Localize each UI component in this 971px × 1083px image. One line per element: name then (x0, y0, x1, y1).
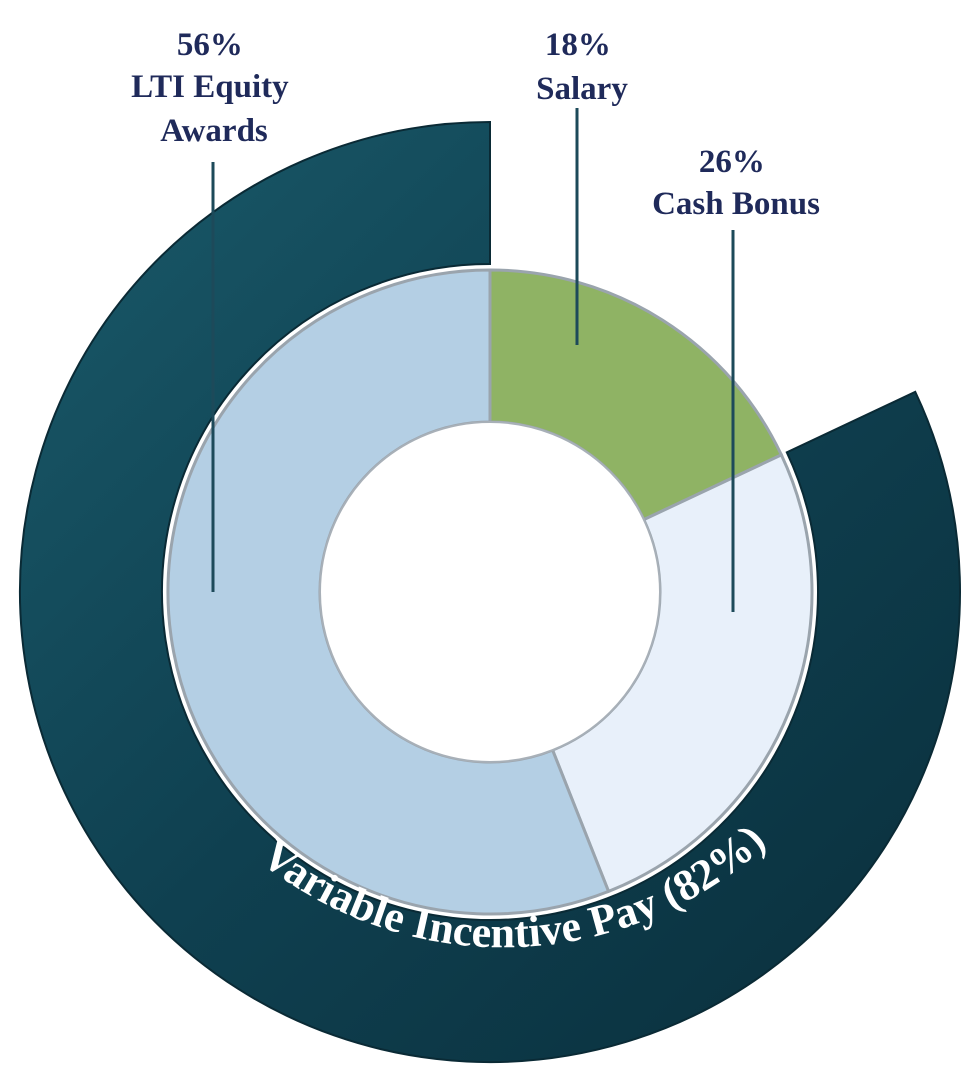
salary-name-label: Salary (536, 71, 628, 107)
cash-bonus-name-label: Cash Bonus (652, 186, 820, 222)
salary-label: 18% Salary (536, 27, 628, 107)
salary-value-label: 18% (545, 27, 611, 63)
lti-equity-name-line1: LTI Equity (131, 69, 289, 105)
variable-incentive-pay-ring (19, 120, 961, 1063)
cash-bonus-label: 26% Cash Bonus (652, 144, 820, 222)
lti-equity-value-label: 56% (177, 27, 243, 63)
lti-equity-label: 56% LTI Equity Awards (131, 27, 297, 149)
cash-bonus-value-label: 26% (699, 144, 765, 180)
lti-equity-name-line2: Awards (160, 113, 268, 149)
donut-hole (319, 421, 661, 763)
